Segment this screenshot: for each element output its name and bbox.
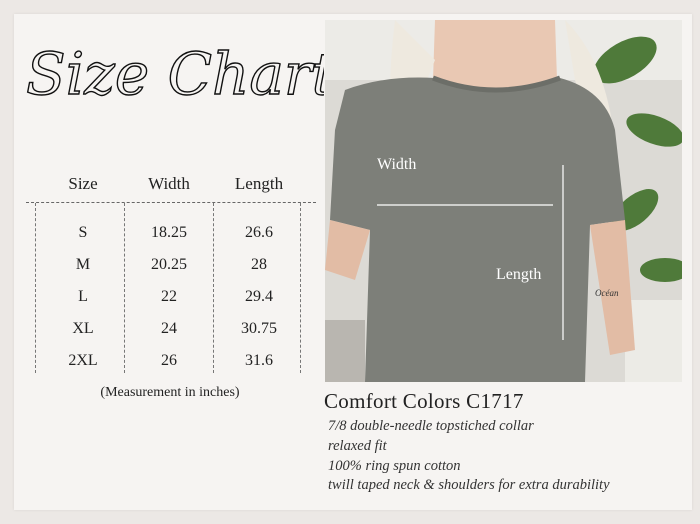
header-size: Size [68,174,98,193]
length-label: Length [496,266,542,283]
table-divider [26,202,316,203]
feature-item: 100% ring spun cotton [328,458,461,474]
table-cell: 31.6 [245,352,273,369]
feature-item: 7/8 double-needle topstiched collar [328,418,534,434]
table-cell: S [78,224,88,241]
table-cell: M [75,256,91,273]
table-cell: 20.25 [151,256,187,273]
table-cell: 28 [251,256,267,273]
table-cell: 22 [161,288,177,305]
measurement-note: (Measurement in inches) [100,385,240,400]
table-cell: 18.25 [151,224,187,241]
svg-text:Océan: Océan [595,288,619,298]
feature-item: relaxed fit [328,438,387,454]
model-photo: Océan Width Length [325,20,682,382]
table-cell: XL [72,320,94,337]
table-cell: 26.6 [245,224,273,241]
size-chart-title: Size Chart [25,39,324,108]
table-cell: 30.75 [241,320,277,337]
header-width: Width [148,174,190,193]
svg-text:Size Chart: Size Chart [26,40,324,108]
table-cell: 29.4 [245,288,273,305]
table-cell: L [78,288,88,305]
header-length: Length [234,174,284,193]
product-name: Comfort Colors C1717 [324,389,524,413]
table-divider [35,203,36,373]
table-divider [213,203,214,373]
table-divider [300,203,301,373]
feature-item: twill taped neck & shoulders for extra d… [328,477,610,493]
table-cell: 2XL [68,352,98,369]
table-cell: 24 [161,320,177,337]
table-cell: 26 [161,352,177,369]
width-label: Width [377,156,417,173]
table-divider [124,203,125,373]
